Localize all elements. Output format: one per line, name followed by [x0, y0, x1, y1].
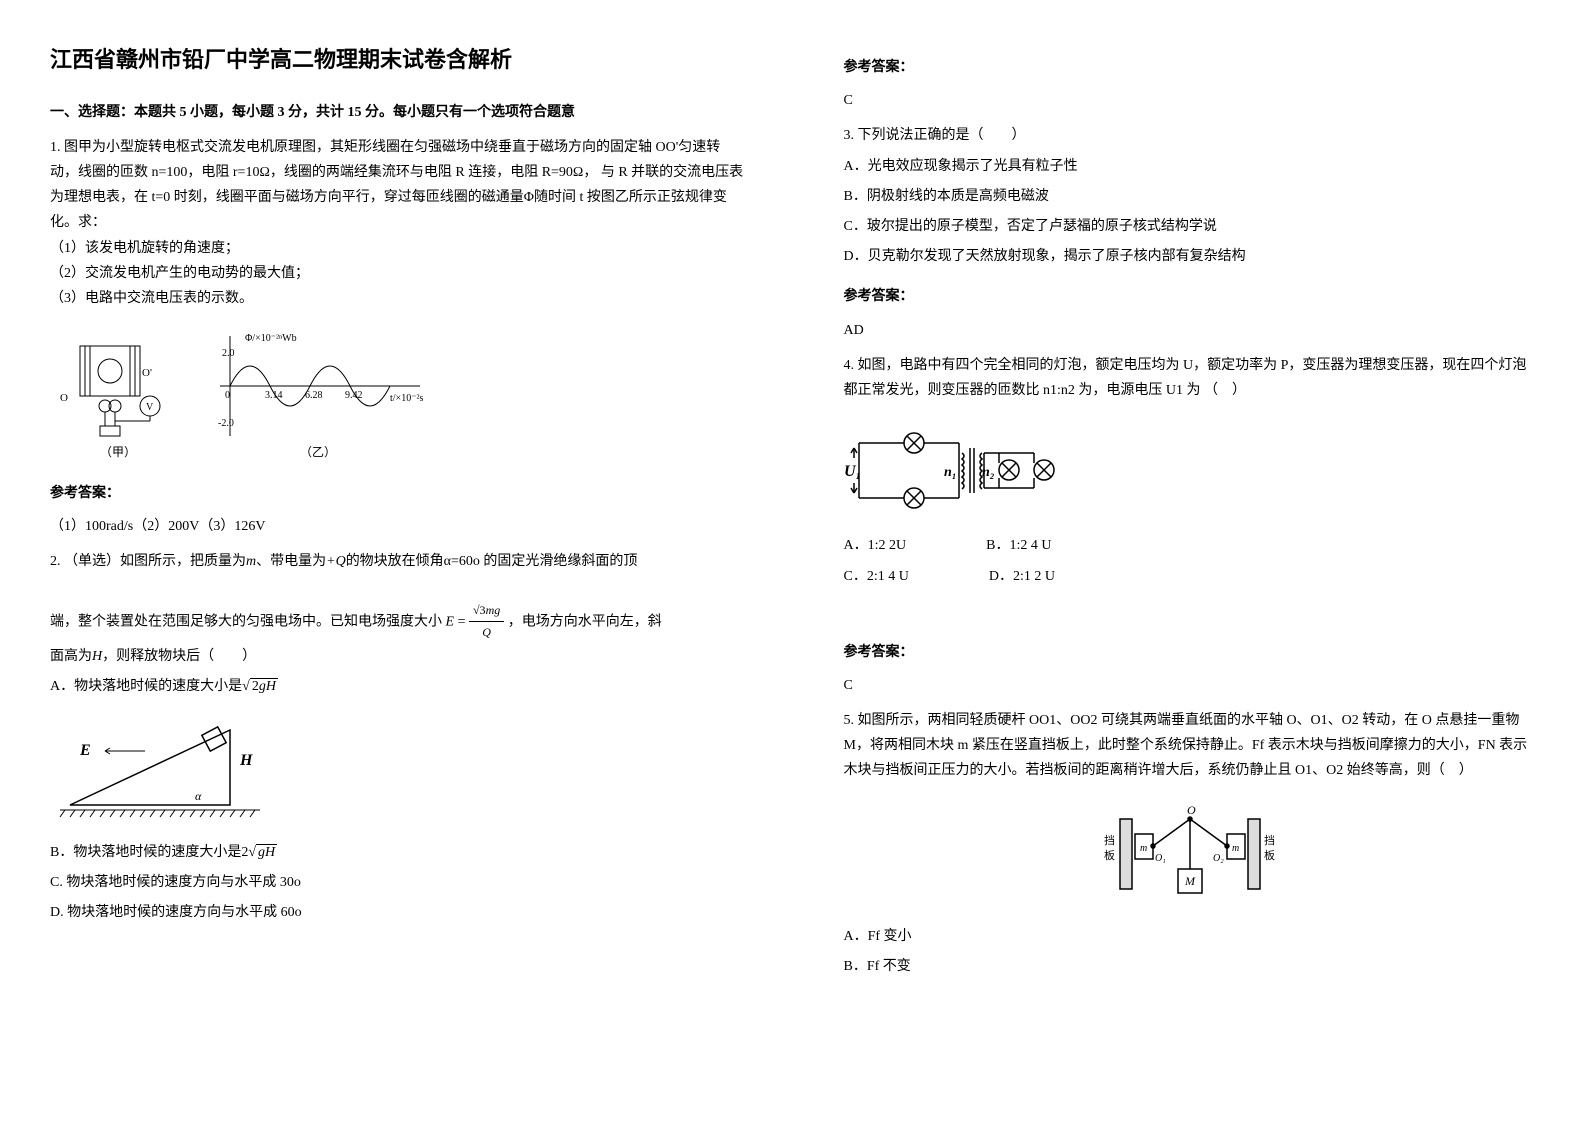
q2-opt-c: C. 物块落地时候的速度方向与水平成 30o — [50, 870, 744, 895]
q5-opt-a: A．Ff 变小 — [844, 924, 1538, 949]
section-1-header: 一、选择题：本题共 5 小题，每小题 3 分，共计 15 分。每小题只有一个选项… — [50, 100, 744, 125]
q2-opt-b: B．物块落地时候的速度大小是2√gH — [50, 840, 744, 865]
q1-y-label: Φ/×10⁻²ⁿWb — [245, 333, 297, 344]
q5-stem: 5. 如图所示，两相同轻质硬杆 OO1、OO2 可绕其两端垂直纸面的水平轴 O、… — [844, 708, 1538, 784]
q4-opt-d: D．2:1 2 U — [989, 564, 1055, 589]
left-column: 江西省赣州市铅厂中学高二物理期末试卷含解析 一、选择题：本题共 5 小题，每小题… — [0, 0, 794, 1122]
q3-answer: AD — [844, 318, 1538, 343]
svg-text:m: m — [1140, 843, 1147, 854]
svg-text:O₁: O₁ — [1155, 853, 1166, 864]
question-5: 5. 如图所示，两相同轻质硬杆 OO1、OO2 可绕其两端垂直纸面的水平轴 O、… — [844, 708, 1538, 979]
q2-answer-label: 参考答案： — [844, 55, 1538, 80]
q1-sub1: （1）该发电机旋转的角速度； — [50, 236, 744, 261]
q4-circuit-diagram: U₁ n₁ n₂ — [844, 418, 1074, 518]
q4-opt-c: C．2:1 4 U — [844, 564, 909, 589]
q2-answer: C — [844, 88, 1538, 113]
q3-opt-c: C．玻尔提出的原子模型，否定了卢瑟福的原子核式结构学说 — [844, 214, 1538, 239]
q1-answer: （1）100rad/s（2）200V（3）126V — [50, 514, 744, 539]
q1-diagram: V O O' （甲） Φ/×10⁻²ⁿWb t/×10⁻²s 2.0 -2.0 — [50, 326, 744, 466]
q2-stem-h: ） — [242, 649, 256, 664]
svg-text:9.42: 9.42 — [345, 390, 363, 401]
q2-opt-a: A．物块落地时候的速度大小是√2gH — [50, 674, 744, 699]
q5-opt-b: B．Ff 不变 — [844, 954, 1538, 979]
svg-text:U₁: U₁ — [844, 463, 861, 480]
q2-diagram: E H α — [50, 715, 744, 825]
svg-text:H: H — [239, 752, 253, 769]
q1-sub3: （3）电路中交流电压表的示数。 — [50, 286, 744, 311]
svg-text:板: 板 — [1264, 848, 1275, 862]
exam-title: 江西省赣州市铅厂中学高二物理期末试卷含解析 — [50, 40, 744, 80]
svg-text:E: E — [79, 742, 91, 759]
q4-stem: 4. 如图，电路中有四个完全相同的灯泡，额定电压均为 U，额定功率为 P，变压器… — [844, 353, 1538, 403]
svg-text:O: O — [60, 392, 68, 404]
q4-answer-label: 参考答案： — [844, 640, 1538, 665]
q4-opts-row2: C．2:1 4 U D．2:1 2 U — [844, 564, 1538, 589]
q2-stem-g: ，则释放物块后（ — [102, 649, 214, 664]
svg-text:n₁: n₁ — [944, 465, 957, 480]
svg-text:m: m — [1232, 843, 1239, 854]
question-2: 2. （单选）如图所示，把质量为m、带电量为+Q的物块放在倾角α=60o 的固定… — [50, 549, 744, 925]
q2-stem-e: ，电场方向水平向左，斜 — [508, 614, 662, 629]
q3-opt-a: A．光电效应现象揭示了光具有粒子性 — [844, 154, 1538, 179]
q2-stem-f: 面高为 — [50, 649, 92, 664]
svg-text:-2.0: -2.0 — [218, 418, 234, 429]
q1-x-label: t/×10⁻²s — [390, 393, 423, 404]
svg-text:2.0: 2.0 — [222, 348, 235, 359]
q3-answer-label: 参考答案： — [844, 284, 1538, 309]
svg-text:n₂: n₂ — [982, 465, 995, 480]
svg-text:O₂: O₂ — [1213, 853, 1224, 864]
question-4: 4. 如图，电路中有四个完全相同的灯泡，额定电压均为 U，额定功率为 P，变压器… — [844, 353, 1538, 590]
q2-stem-d: 端，整个装置处在范围足够大的匀强电场中。已知电场强度大小 — [50, 614, 442, 629]
q3-stem: 3. 下列说法正确的是（ ） — [844, 123, 1538, 148]
svg-text:0: 0 — [225, 390, 230, 401]
svg-text:挡: 挡 — [1264, 833, 1275, 847]
q4-diagram: U₁ n₁ n₂ — [844, 418, 1538, 518]
q3-opt-d: D．贝克勒尔发现了天然放射现象，揭示了原子核内部有复杂结构 — [844, 244, 1538, 269]
q1-stem: 1. 图甲为小型旋转电枢式交流发电机原理图，其矩形线圈在匀强磁场中绕垂直于磁场方… — [50, 135, 744, 236]
svg-text:挡: 挡 — [1104, 833, 1115, 847]
q1-jia-label: （甲） — [100, 445, 136, 459]
svg-text:3.14: 3.14 — [265, 390, 283, 401]
q4-opt-b: B．1:2 4 U — [986, 533, 1051, 558]
svg-text:V: V — [146, 402, 154, 413]
q4-answer: C — [844, 673, 1538, 698]
right-column: 参考答案： C 3. 下列说法正确的是（ ） A．光电效应现象揭示了光具有粒子性… — [794, 0, 1587, 1122]
q1-sub2: （2）交流发电机产生的电动势的最大值； — [50, 261, 744, 286]
svg-text:M: M — [1184, 874, 1196, 888]
question-3: 3. 下列说法正确的是（ ） A．光电效应现象揭示了光具有粒子性 B．阴极射线的… — [844, 123, 1538, 269]
q1-circuit-diagram: V O O' （甲） Φ/×10⁻²ⁿWb t/×10⁻²s 2.0 -2.0 — [50, 326, 450, 466]
svg-text:O: O — [1187, 803, 1196, 817]
q1-yi-label: （乙） — [300, 445, 336, 459]
svg-text:6.28: 6.28 — [305, 390, 323, 401]
question-1: 1. 图甲为小型旋转电枢式交流发电机原理图，其矩形线圈在匀强磁场中绕垂直于磁场方… — [50, 135, 744, 466]
q2-incline-diagram: E H α — [50, 715, 270, 825]
q2-stem-a: 2. （单选）如图所示，把质量为 — [50, 554, 246, 569]
q2-stem-c: 的物块放在倾角α=60o 的固定光滑绝缘斜面的顶 — [346, 554, 638, 569]
q4-opts-row1: A．1:2 2U B．1:2 4 U — [844, 533, 1538, 558]
q5-mechanism-diagram: O m m O₁ O₂ M 挡 板 挡 板 — [1100, 799, 1280, 909]
q2-stem-b: 、带电量为 — [256, 554, 326, 569]
svg-text:O': O' — [142, 367, 152, 379]
q3-opt-b: B．阴极射线的本质是高频电磁波 — [844, 184, 1538, 209]
q2-formula-E: E = √3mgQ — [446, 600, 505, 644]
svg-text:α: α — [195, 789, 202, 803]
svg-text:板: 板 — [1104, 848, 1115, 862]
q5-diagram: O m m O₁ O₂ M 挡 板 挡 板 — [844, 799, 1538, 909]
q2-opt-d: D. 物块落地时候的速度方向与水平成 60o — [50, 900, 744, 925]
q4-opt-a: A．1:2 2U — [844, 533, 907, 558]
q1-answer-label: 参考答案： — [50, 481, 744, 506]
